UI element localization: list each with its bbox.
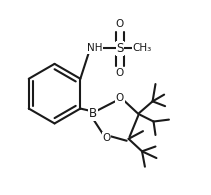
Text: CH₃: CH₃ (132, 43, 152, 53)
Text: O: O (102, 133, 111, 143)
Text: O: O (116, 20, 124, 29)
Text: O: O (116, 93, 124, 104)
Text: B: B (89, 107, 97, 120)
Text: NH: NH (87, 43, 103, 53)
Text: S: S (116, 42, 124, 55)
Text: O: O (116, 68, 124, 78)
